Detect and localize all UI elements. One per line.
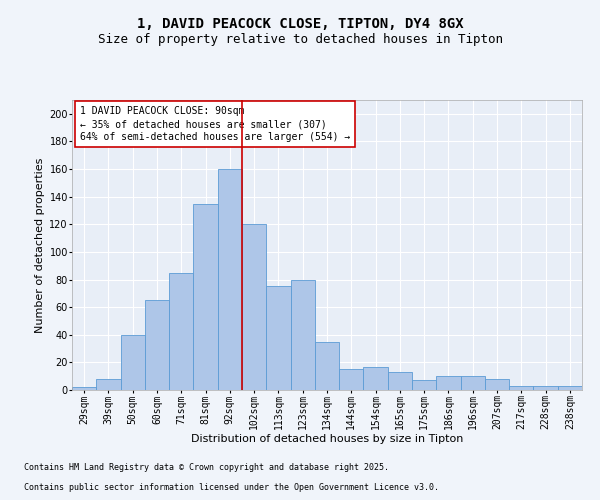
Bar bbox=[388, 372, 412, 390]
Bar bbox=[509, 386, 533, 390]
Bar bbox=[364, 366, 388, 390]
Text: Contains public sector information licensed under the Open Government Licence v3: Contains public sector information licen… bbox=[24, 484, 439, 492]
Bar bbox=[121, 335, 145, 390]
Bar bbox=[339, 370, 364, 390]
Bar bbox=[533, 386, 558, 390]
Text: Size of property relative to detached houses in Tipton: Size of property relative to detached ho… bbox=[97, 32, 503, 46]
Bar bbox=[412, 380, 436, 390]
Y-axis label: Number of detached properties: Number of detached properties bbox=[35, 158, 45, 332]
Bar bbox=[315, 342, 339, 390]
X-axis label: Distribution of detached houses by size in Tipton: Distribution of detached houses by size … bbox=[191, 434, 463, 444]
Bar bbox=[558, 386, 582, 390]
Bar bbox=[485, 379, 509, 390]
Bar bbox=[193, 204, 218, 390]
Bar bbox=[436, 376, 461, 390]
Bar bbox=[242, 224, 266, 390]
Bar bbox=[290, 280, 315, 390]
Bar bbox=[461, 376, 485, 390]
Bar bbox=[169, 272, 193, 390]
Bar bbox=[72, 387, 96, 390]
Bar bbox=[145, 300, 169, 390]
Text: 1 DAVID PEACOCK CLOSE: 90sqm
← 35% of detached houses are smaller (307)
64% of s: 1 DAVID PEACOCK CLOSE: 90sqm ← 35% of de… bbox=[80, 106, 350, 142]
Bar bbox=[96, 379, 121, 390]
Text: 1, DAVID PEACOCK CLOSE, TIPTON, DY4 8GX: 1, DAVID PEACOCK CLOSE, TIPTON, DY4 8GX bbox=[137, 18, 463, 32]
Text: Contains HM Land Registry data © Crown copyright and database right 2025.: Contains HM Land Registry data © Crown c… bbox=[24, 464, 389, 472]
Bar bbox=[266, 286, 290, 390]
Bar bbox=[218, 169, 242, 390]
